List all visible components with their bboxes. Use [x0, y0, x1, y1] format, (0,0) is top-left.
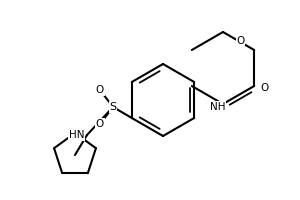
Text: O: O: [236, 36, 245, 46]
Text: S: S: [110, 102, 117, 112]
Text: HN: HN: [68, 130, 84, 140]
Text: O: O: [96, 119, 104, 129]
Text: NH: NH: [210, 102, 226, 112]
Text: O: O: [260, 83, 268, 93]
Text: O: O: [96, 85, 104, 95]
